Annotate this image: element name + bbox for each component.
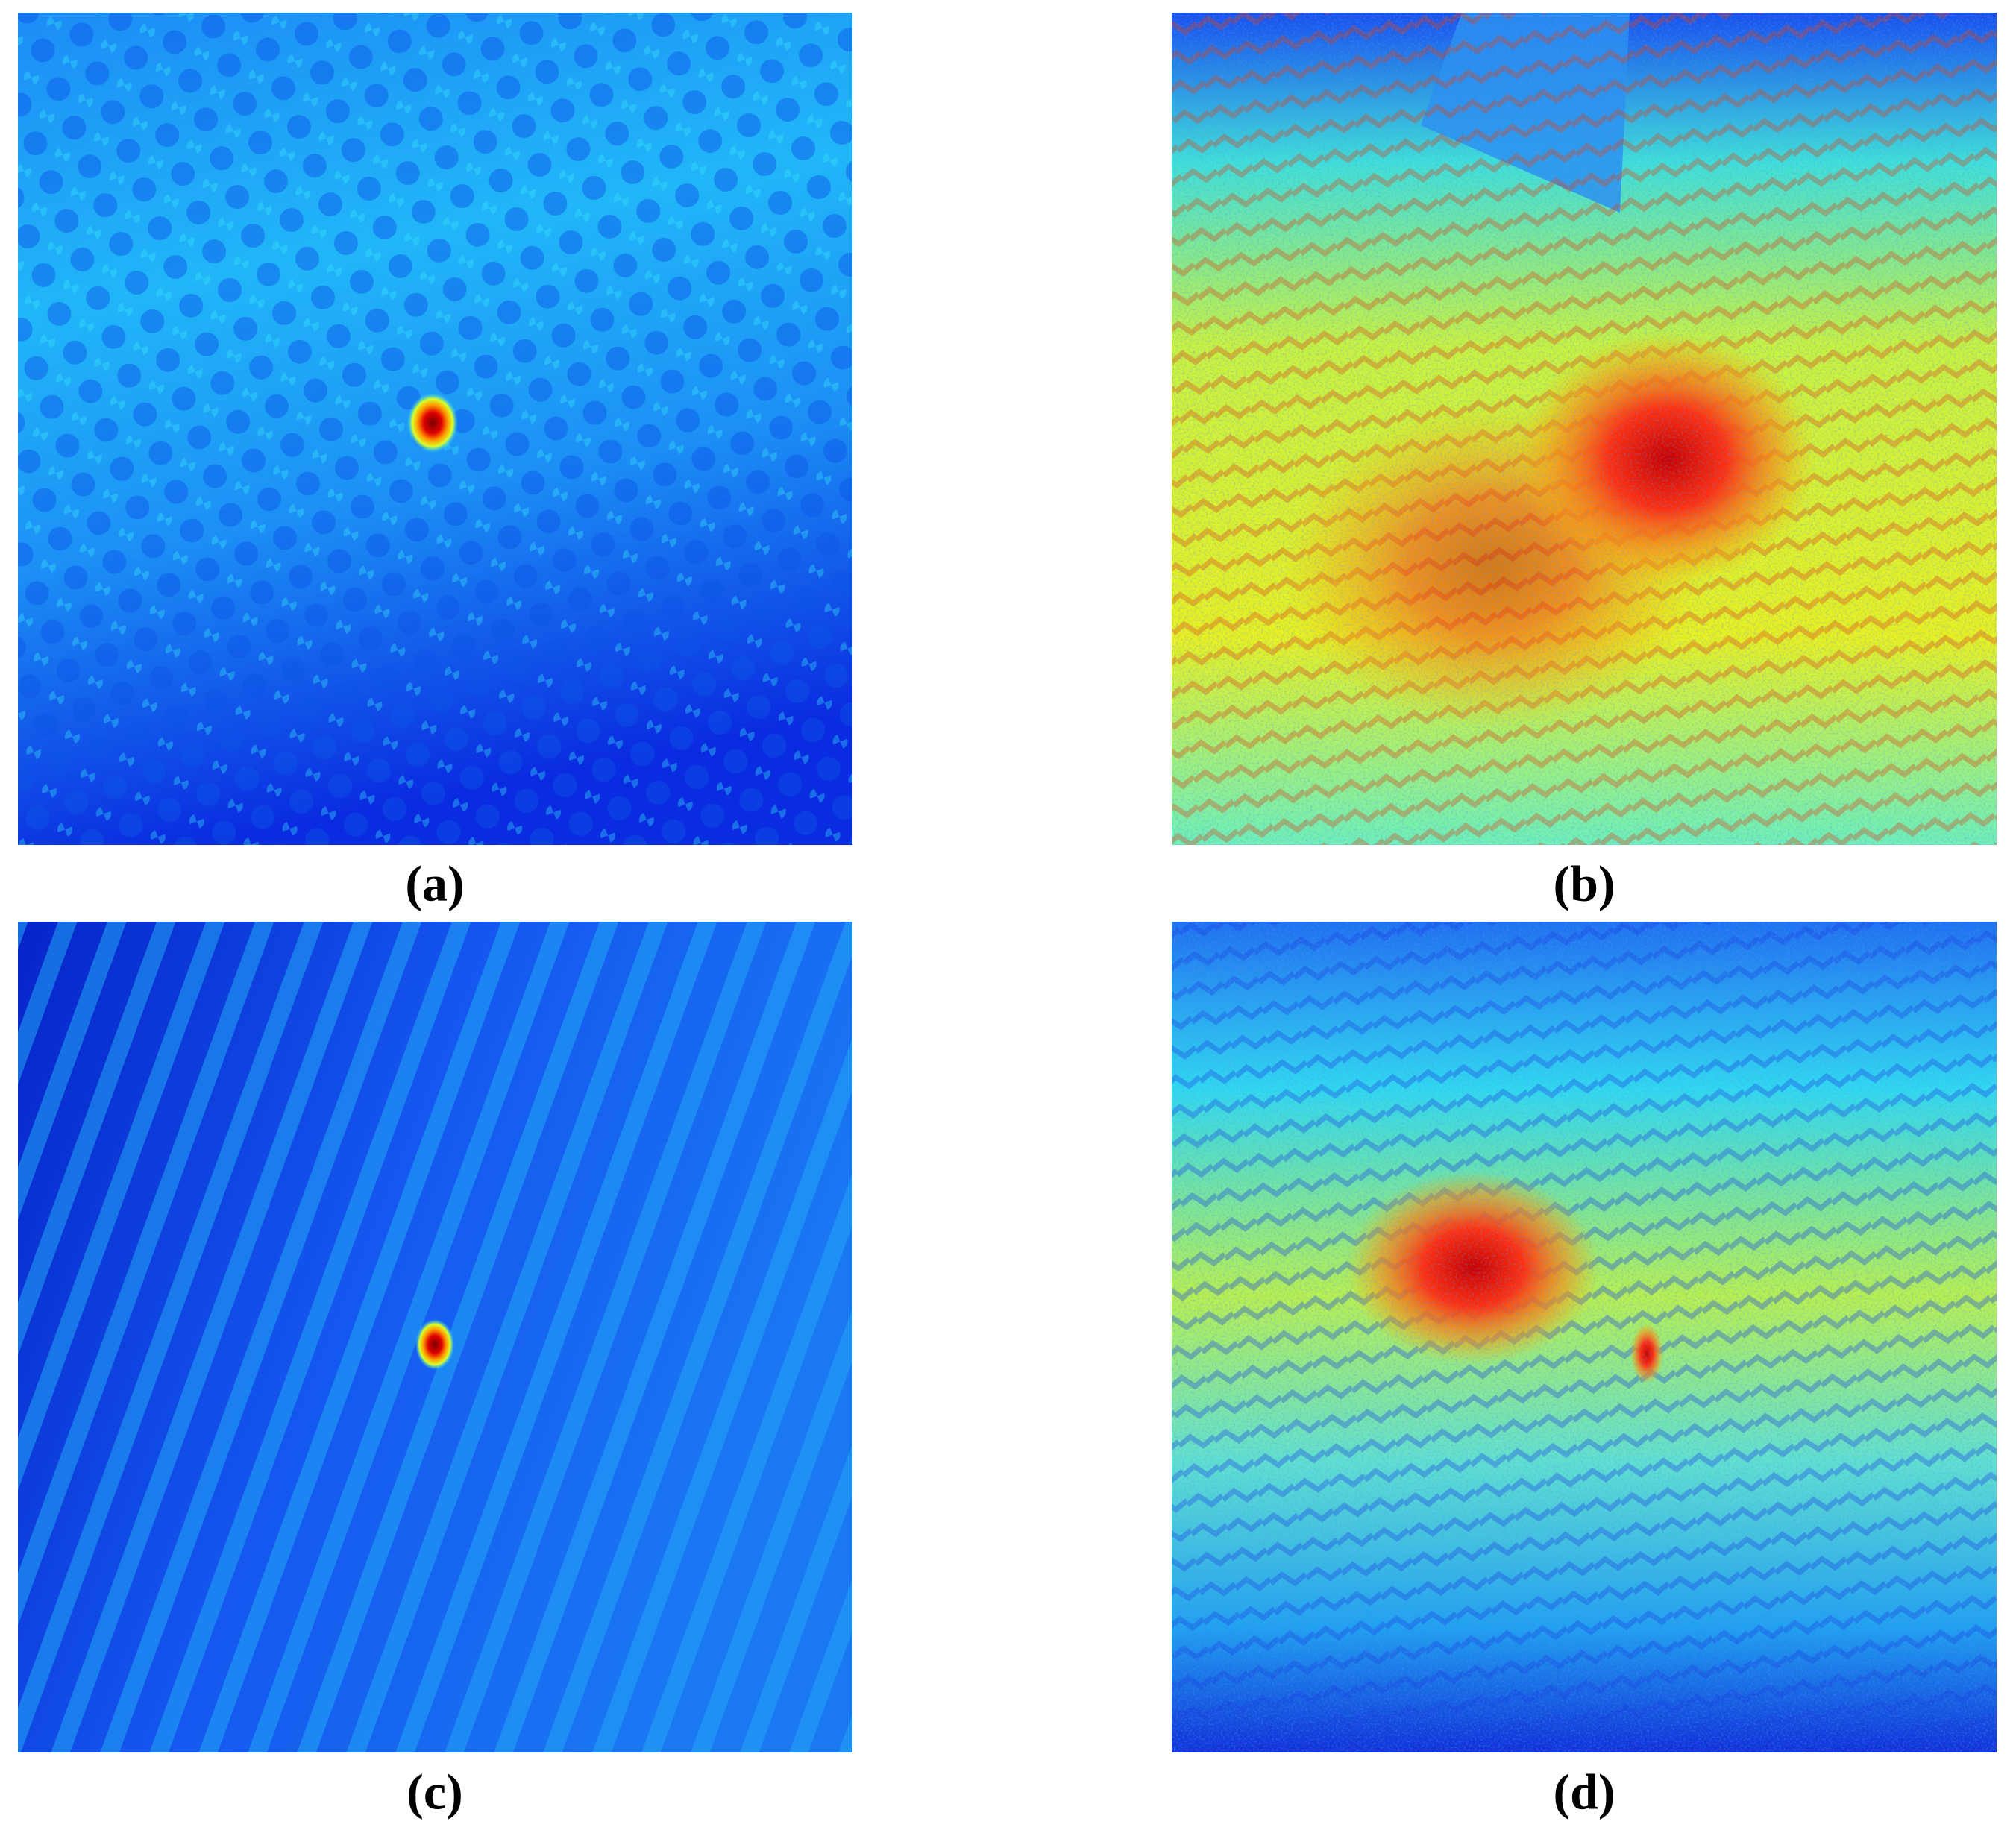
panel-label: (b)	[1553, 855, 1615, 912]
panel-b-image	[1172, 13, 1997, 845]
panel-label: (c)	[406, 1764, 462, 1820]
panel-c-image	[18, 922, 852, 1752]
panel-label: (d)	[1553, 1764, 1615, 1820]
panel-label: (a)	[405, 855, 464, 912]
panel-a-image	[18, 13, 852, 845]
panel-d-image	[1172, 922, 1997, 1752]
